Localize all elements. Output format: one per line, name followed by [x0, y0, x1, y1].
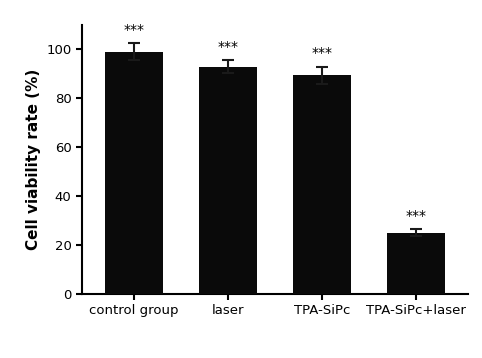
Text: ***: *** [217, 40, 238, 54]
Bar [387, 233, 445, 294]
Bar [199, 67, 257, 294]
Bar [293, 75, 351, 294]
Text: ***: *** [405, 209, 426, 223]
Bar [105, 52, 163, 294]
Y-axis label: Cell viability rate (%): Cell viability rate (%) [26, 69, 40, 250]
Text: ***: *** [311, 47, 332, 61]
Text: ***: *** [123, 23, 144, 37]
